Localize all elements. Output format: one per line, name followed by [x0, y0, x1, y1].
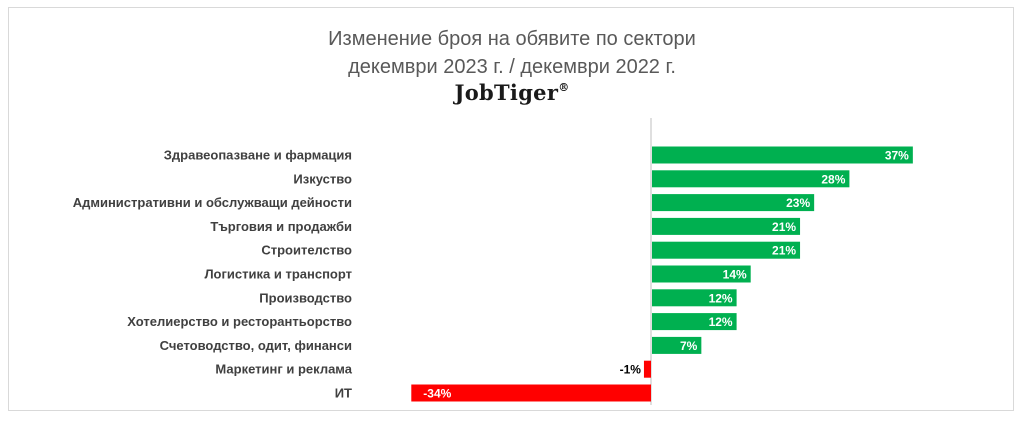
bar	[652, 336, 702, 354]
bar	[652, 241, 801, 259]
category-label: Производство	[259, 290, 352, 305]
data-label: 21%	[772, 244, 796, 258]
category-label: Логистика и транспорт	[204, 267, 352, 282]
bar	[652, 313, 737, 331]
category-label: Маркетинг и реклама	[215, 362, 352, 377]
category-label: Изкуство	[293, 171, 352, 186]
data-label: 12%	[709, 315, 733, 329]
category-label: Търговия и продажби	[210, 219, 352, 234]
data-label: -34%	[423, 387, 451, 401]
data-label: 7%	[680, 339, 698, 353]
chart-title: Изменение броя на обявите по сектори	[328, 28, 696, 50]
bar	[652, 217, 801, 235]
data-label: 14%	[723, 268, 747, 282]
category-label: Административни и обслужващи дейности	[73, 195, 352, 210]
data-label: 37%	[885, 149, 909, 163]
data-label: 21%	[772, 220, 796, 234]
bar	[652, 194, 815, 212]
bar	[652, 265, 751, 283]
brand-logo: JobTiger®	[0, 80, 1024, 105]
bar	[652, 289, 737, 307]
bar	[652, 146, 913, 164]
chart-frame	[8, 7, 1014, 411]
category-label: Здравеопазване и фармация	[164, 148, 352, 163]
data-label: 12%	[709, 291, 733, 305]
bar	[643, 360, 651, 378]
data-label: 28%	[821, 172, 845, 186]
bar	[652, 170, 850, 188]
category-label: Строителство	[261, 243, 352, 258]
data-label: -1%	[620, 363, 642, 377]
category-label: Счетоводство, одит, финанси	[160, 338, 352, 353]
chart-subtitle: декември 2023 г. / декември 2022 г.	[348, 56, 676, 78]
brand-name: JobTiger	[454, 80, 559, 105]
bar	[411, 384, 651, 402]
category-label: Хотелиерство и ресторантьорство	[127, 314, 352, 329]
data-label: 23%	[786, 196, 810, 210]
category-label: ИТ	[335, 386, 352, 401]
registered-mark: ®	[558, 81, 570, 94]
